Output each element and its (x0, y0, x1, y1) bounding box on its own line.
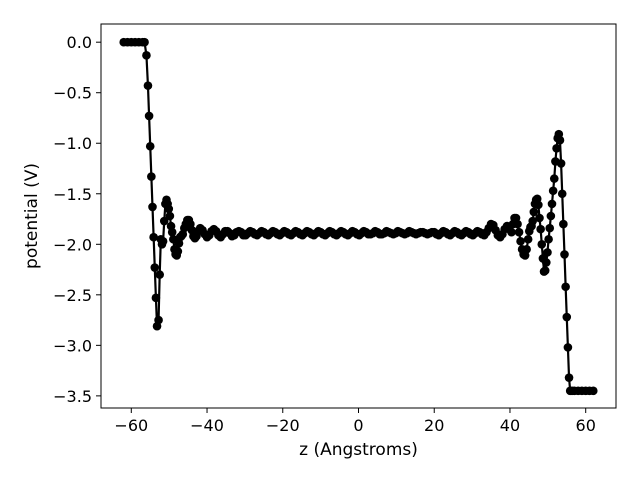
data-point (545, 223, 555, 233)
data-point (148, 202, 157, 212)
y-tick-label: −3.5 (53, 387, 92, 406)
data-point (514, 227, 524, 237)
x-ticks: −60 −40 −20 0 20 40 60 (114, 408, 596, 435)
data-point (154, 315, 163, 325)
data-point (546, 211, 556, 221)
x-tick-label: 0 (353, 416, 363, 435)
x-tick-label: 60 (576, 416, 596, 435)
plot-layer (119, 37, 598, 396)
data-point (543, 248, 552, 257)
series-line (123, 41, 594, 392)
y-tick-label: −1.5 (53, 185, 92, 204)
data-point (549, 174, 559, 183)
x-tick-label: −20 (266, 416, 300, 435)
data-point (562, 312, 572, 322)
data-point (536, 224, 545, 234)
data-point (547, 199, 557, 209)
data-point (559, 219, 568, 229)
data-point (534, 200, 543, 210)
data-point (556, 159, 566, 168)
data-point (557, 189, 567, 199)
x-tick-label: −60 (114, 416, 148, 435)
y-tick-label: −0.5 (53, 84, 92, 103)
data-point (155, 270, 164, 279)
y-axis-label: potential (V) (22, 163, 42, 269)
data-point (150, 263, 160, 272)
x-tick-label: −40 (190, 416, 224, 435)
data-point (555, 135, 565, 145)
data-point (173, 247, 183, 256)
data-point (165, 211, 175, 221)
data-point (513, 219, 522, 229)
data-point (588, 386, 598, 396)
data-point (564, 373, 574, 382)
data-point (149, 232, 158, 242)
data-point (542, 258, 551, 267)
data-point (522, 245, 531, 254)
y-tick-label: −2.0 (53, 235, 92, 254)
data-point (507, 227, 516, 237)
data-point (143, 81, 153, 90)
data-point (147, 172, 156, 181)
data-point (158, 236, 168, 246)
data-point (548, 186, 558, 196)
data-point (560, 250, 569, 259)
data-point (563, 343, 573, 352)
data-point (145, 141, 155, 151)
data-point (544, 234, 553, 244)
data-point (537, 239, 547, 249)
data-point (540, 266, 550, 275)
data-point (561, 282, 570, 292)
y-tick-label: 0.0 (67, 33, 92, 52)
data-point (528, 216, 537, 226)
x-tick-label: 40 (500, 416, 520, 435)
data-point (140, 37, 149, 47)
data-point (164, 204, 174, 214)
x-tick-label: 20 (424, 416, 444, 435)
data-point (529, 207, 539, 217)
y-ticks: 0.0 −0.5 −1.0 −1.5 −2.0 −2.5 −3.0 −3.5 (53, 33, 101, 406)
y-tick-label: −1.0 (53, 134, 92, 153)
data-point (159, 216, 169, 226)
data-point (167, 227, 177, 237)
data-point (142, 51, 151, 60)
data-point (523, 234, 533, 244)
data-point (552, 143, 561, 153)
y-tick-label: −3.0 (53, 336, 92, 355)
y-tick-label: −2.5 (53, 286, 92, 305)
x-axis-label: z (Angstroms) (299, 440, 418, 460)
data-point (535, 213, 544, 223)
data-point (516, 236, 525, 246)
data-point (151, 293, 161, 303)
data-point (144, 111, 154, 121)
